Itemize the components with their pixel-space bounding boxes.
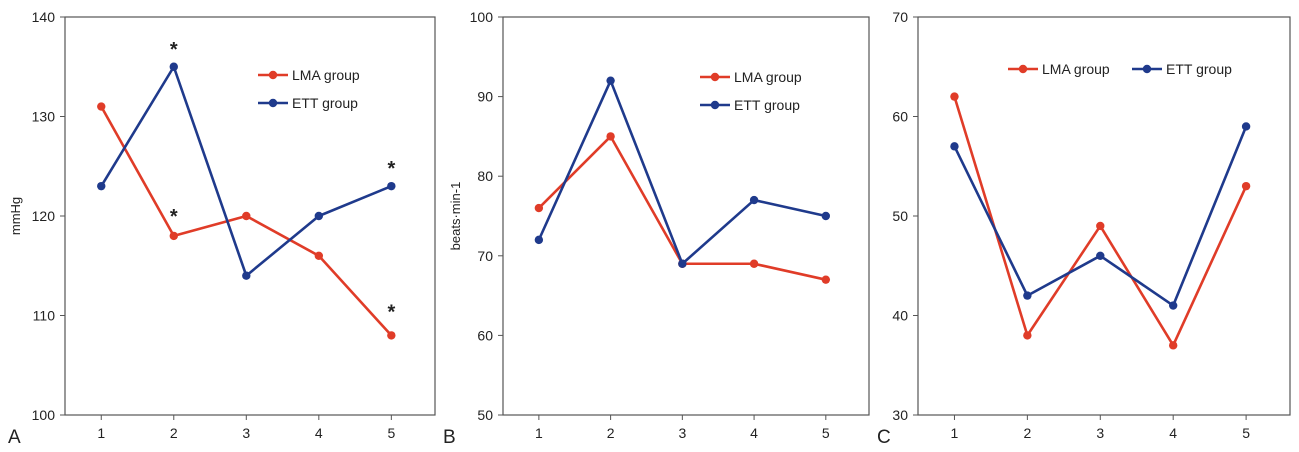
x-tick-label: 1 (97, 425, 105, 441)
data-point-ett (1096, 251, 1105, 260)
data-point-lma (242, 211, 251, 221)
chart-panel-b: 50 60 70 80 90 100 1 2 3 4 5 beats·min-1 B LMA group E… (443, 9, 870, 448)
legend-marker-ett (1142, 64, 1152, 74)
data-point-ett (1023, 291, 1032, 300)
legend-marker-lma (710, 72, 720, 82)
series-line-lma (953, 96, 1248, 347)
data-point-lma (387, 331, 396, 340)
x-tick-label: 4 (315, 425, 323, 441)
legend-marker-ett (268, 98, 278, 108)
data-point-lma (1096, 221, 1105, 231)
chart-panel-c: 30 40 50 60 70 1 2 3 4 5 C LMA group ETT group (877, 9, 1291, 448)
y-axis-label: beats·min-1 (448, 182, 463, 251)
x-tick-label: 5 (387, 425, 395, 441)
x-tick-label: 3 (1096, 425, 1104, 441)
y-tick-label: 100 (32, 407, 56, 423)
legend-marker-lma (268, 70, 278, 80)
legend-marker-ett (710, 100, 720, 110)
data-point-ett (387, 181, 396, 191)
legend-label-ett: ETT group (734, 97, 800, 113)
data-point-ett (1168, 301, 1178, 310)
x-tick-label: 1 (951, 425, 959, 441)
y-tick-label: 110 (33, 308, 56, 324)
y-tick-label: 130 (32, 109, 56, 125)
x-tick-label: 5 (822, 425, 830, 441)
x-tick-label: 3 (678, 425, 686, 441)
y-tick-label: 90 (477, 89, 493, 105)
data-point-ett (169, 62, 178, 71)
x-tick-label: 1 (535, 425, 543, 441)
data-point-lma (749, 259, 759, 268)
data-point-ett (821, 211, 831, 221)
data-point-lma (1168, 341, 1178, 350)
data-point-ett (97, 181, 106, 191)
y-tick-label: 60 (892, 109, 908, 125)
data-point-lma (534, 203, 544, 213)
panel-label: C (877, 427, 891, 448)
x-tick-label: 3 (242, 425, 250, 441)
significance-asterisk: * (170, 39, 178, 61)
y-tick-label: 70 (477, 248, 493, 264)
data-point-ett (678, 259, 687, 268)
data-point-ett (749, 195, 759, 205)
x-tick-label: 2 (170, 425, 178, 441)
significance-asterisk: * (170, 206, 178, 228)
data-point-lma (950, 92, 959, 101)
y-tick-label: 80 (477, 168, 493, 184)
legend-label-lma: LMA group (1042, 61, 1110, 77)
data-point-ett (606, 76, 615, 85)
data-point-ett (242, 271, 251, 280)
y-tick-label: 70 (892, 9, 908, 25)
data-point-ett (314, 211, 324, 221)
panel-label: B (443, 427, 456, 448)
data-point-ett (1241, 122, 1251, 131)
significance-asterisk: * (387, 158, 395, 180)
x-tick-label: 4 (1169, 425, 1177, 441)
data-point-ett (950, 142, 959, 151)
y-tick-label: 140 (32, 9, 56, 25)
legend-label-lma: LMA group (292, 67, 360, 83)
y-tick-label: 30 (892, 407, 908, 423)
data-point-ett (534, 235, 544, 245)
data-point-lma (169, 231, 178, 241)
panel-label: A (8, 427, 21, 448)
y-tick-label: 100 (470, 9, 494, 25)
y-tick-label: 50 (477, 407, 493, 423)
legend-label-ett: ETT group (1166, 61, 1232, 77)
legend-marker-lma (1018, 64, 1028, 74)
data-point-lma (1023, 331, 1032, 340)
y-tick-label: 120 (32, 208, 56, 224)
legend-label-ett: ETT group (292, 95, 358, 111)
data-point-lma (97, 102, 106, 111)
data-point-lma (606, 132, 615, 141)
y-axis-label: mmHg (8, 197, 23, 235)
x-tick-label: 5 (1242, 425, 1250, 441)
data-point-lma (1241, 181, 1251, 191)
series-line-lma (537, 135, 827, 281)
series-line-lma (100, 105, 393, 337)
x-tick-label: 2 (1023, 425, 1031, 441)
y-tick-label: 40 (892, 308, 908, 324)
y-tick-label: 60 (477, 327, 493, 343)
x-tick-label: 4 (750, 425, 758, 441)
legend-label-lma: LMA group (734, 69, 802, 85)
significance-asterisk: * (387, 301, 395, 323)
data-point-lma (821, 275, 831, 284)
plot-frame (502, 16, 870, 416)
chart-panel-a: 100 110 120 130 140 1 2 3 4 5 mmHg A LMA group ETT gr… (8, 9, 436, 448)
x-tick-label: 2 (607, 425, 615, 441)
data-point-lma (314, 251, 324, 260)
y-tick-label: 50 (892, 208, 908, 224)
